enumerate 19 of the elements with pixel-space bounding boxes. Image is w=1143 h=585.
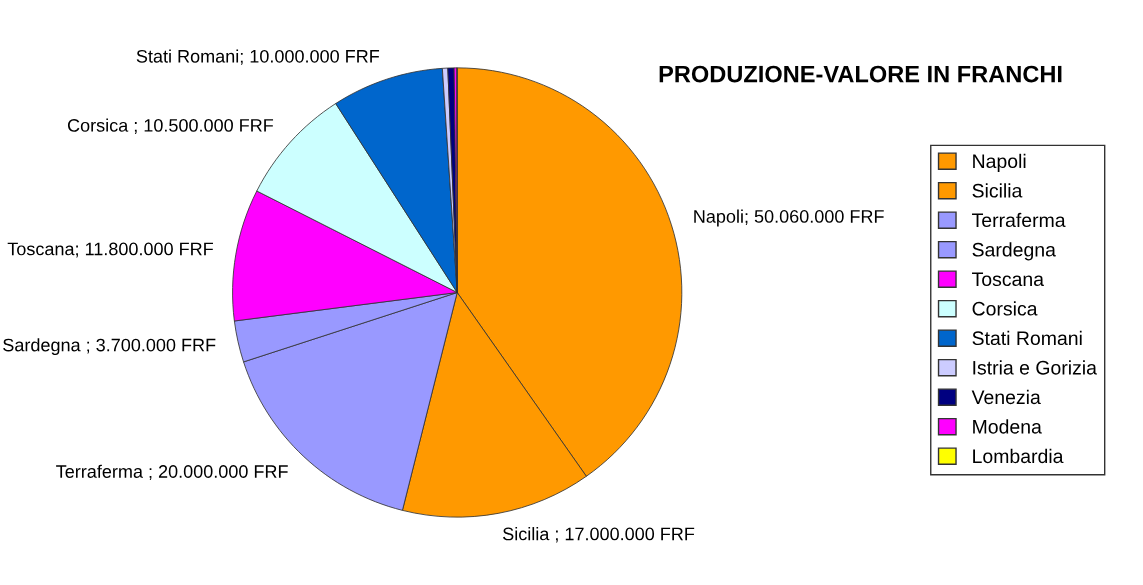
legend-label: Sardegna [972, 242, 1056, 261]
legend-label: Istria e Gorizia [973, 360, 1097, 375]
legend-label: Terraferma [972, 212, 1066, 228]
data-label: Sicilia ; 17.000.000 FRF [503, 527, 695, 543]
data-label: Corsica ; 10.500.000 FRF [67, 118, 274, 134]
data-label: Sardegna ; 3.700.000 FRF [3, 338, 216, 355]
legend-label: Stati Romani [972, 330, 1082, 346]
data-label: Napoli; 50.060.000 FRF [694, 209, 884, 227]
data-label: Toscana; 11.800.000 FRF [7, 242, 213, 258]
data-label: Stati Romani; 10.000.000 FRF [136, 49, 380, 65]
legend-label: Toscana [972, 272, 1044, 287]
legend-label: Lombardia [973, 448, 1064, 464]
legend-label: Sicilia [972, 183, 1023, 198]
legend-label: Corsica [972, 301, 1038, 316]
legend-label: Napoli [973, 153, 1026, 172]
legend-label: Modena [973, 419, 1042, 434]
data-label: Terraferma ; 20.000.000 FRF [56, 464, 288, 481]
legend-label: Venezia [971, 389, 1041, 405]
text: PRODUZIONE-VALORE IN FRANCHI [659, 65, 1062, 83]
